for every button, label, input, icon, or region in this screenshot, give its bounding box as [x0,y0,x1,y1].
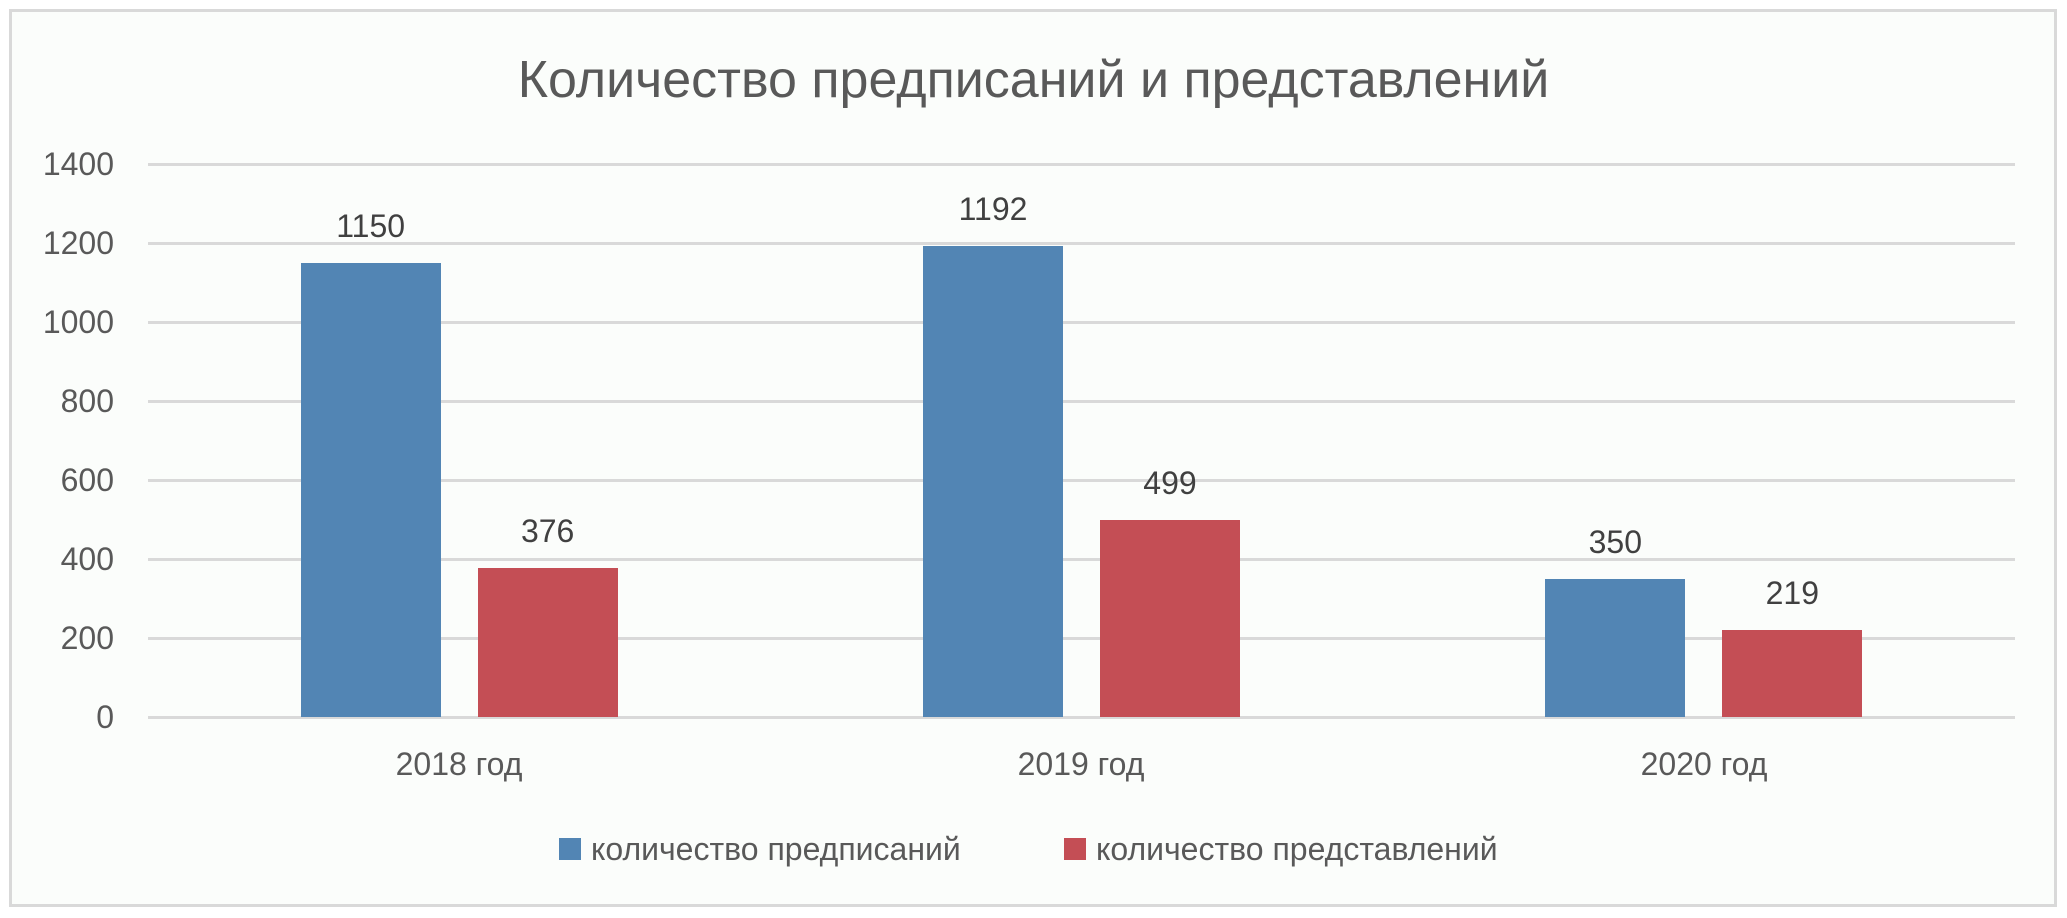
bar-predpisaniy-2019-год [923,246,1063,717]
data-label: 219 [1765,575,1820,612]
legend-swatch-blue [559,838,581,860]
y-tick-0: 0 [96,699,114,735]
gridline-0 [148,716,2015,719]
legend-item-predpisaniy[interactable]: количество предписаний [559,824,961,874]
bar-predpisaniy-2018-год [300,262,441,717]
gridline-200 [148,637,2015,640]
y-tick-1200: 1200 [42,225,114,261]
x-label-2019: 2019 год [1017,746,1145,782]
gridline-1200 [148,242,2015,245]
data-label: 376 [520,513,575,550]
legend-item-predstavleniy[interactable]: количество представлений [1064,824,1498,874]
data-label: 499 [1143,464,1197,501]
y-tick-800: 800 [60,383,114,419]
gridline-1000 [148,321,2015,324]
bar-predstavleniy-2019-год [1100,519,1240,717]
legend-label: количество представлений [1096,830,1498,867]
legend-label: количество предписаний [591,830,961,867]
bar-predstavleniy-2020-год [1722,630,1863,717]
gridline-1400 [148,163,2015,166]
y-tick-600: 600 [60,462,114,498]
gridline-800 [148,400,2015,403]
plot-area [148,163,2015,719]
bar-predpisaniy-2020-год [1545,578,1686,717]
bar-predstavleniy-2018-год [477,568,618,717]
x-label-2020: 2020 год [1640,746,1768,782]
chart-title: Количество предписаний и представлений [517,51,1550,109]
data-label: 1192 [958,191,1028,228]
data-label: 350 [1588,523,1643,560]
data-label: 1150 [336,207,406,244]
y-tick-1000: 1000 [42,304,114,340]
legend: количество предписаний количество предст… [0,824,2067,874]
gridline-400 [148,558,2015,561]
y-tick-200: 200 [60,620,114,656]
legend-swatch-red [1064,838,1086,860]
y-tick-1400: 1400 [42,146,114,182]
y-tick-400: 400 [60,541,114,577]
gridline-600 [148,479,2015,482]
x-label-2018: 2018 год [395,746,523,782]
